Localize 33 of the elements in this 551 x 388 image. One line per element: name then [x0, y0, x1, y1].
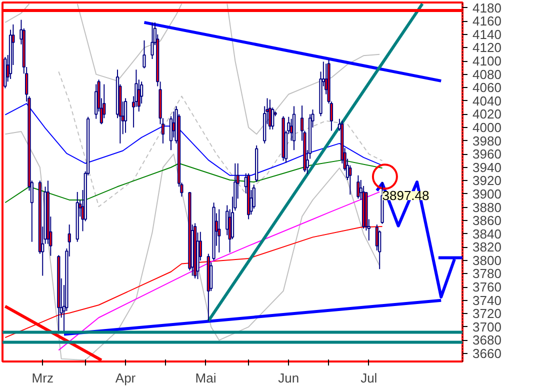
y-tick-label: 3840 — [472, 226, 502, 242]
y-tick-label: 3820 — [472, 240, 502, 255]
y-tick-label: 3960 — [472, 146, 502, 162]
y-tick-label: 4020 — [472, 106, 502, 122]
y-tick-label: 4180 — [472, 0, 502, 16]
y-tick-label: 4100 — [472, 54, 502, 69]
x-tick-label: Jul — [360, 370, 378, 386]
x-tick-label: Mrz — [32, 370, 54, 386]
x-tick-label: Apr — [115, 370, 136, 386]
y-tick-label: 3700 — [472, 319, 502, 334]
y-tick-label: 3800 — [472, 252, 502, 268]
y-tick-label: 4040 — [472, 93, 502, 108]
y-tick-label: 3920 — [472, 173, 502, 188]
y-tick-label: 4160 — [472, 14, 502, 29]
y-tick-label: 3740 — [472, 292, 502, 308]
y-tick-label: 3720 — [472, 306, 502, 322]
y-tick-label: 3880 — [472, 200, 502, 215]
y-tick-label: 4080 — [472, 66, 502, 82]
y-tick-label: 3660 — [472, 346, 502, 362]
x-tick-label: Jun — [278, 370, 300, 386]
x-tick-label: Mai — [195, 370, 216, 386]
y-tick-label: 3860 — [472, 213, 502, 228]
annotation: 3897.48 — [382, 188, 430, 204]
y-tick-label: 3980 — [472, 133, 502, 148]
y-tick-label: 3680 — [472, 332, 502, 348]
y-tick-label: 3940 — [472, 160, 502, 175]
y-tick-label: 4060 — [472, 80, 502, 96]
y-tick-label: 3760 — [472, 280, 502, 295]
y-tick-label: 3900 — [472, 186, 502, 202]
y-tick-label: 4140 — [472, 26, 502, 42]
y-tick-label: 4120 — [472, 40, 502, 56]
y-tick-label: 4000 — [472, 120, 502, 135]
y-tick-label: 3780 — [472, 266, 502, 282]
